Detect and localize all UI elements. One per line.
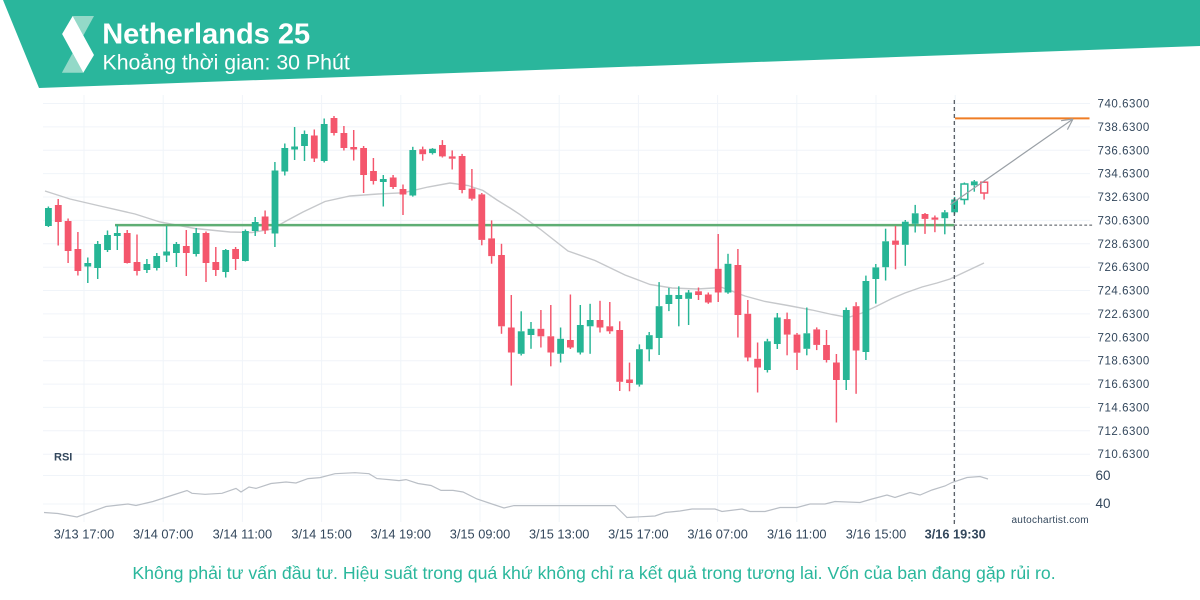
svg-text:3/15 17:00: 3/15 17:00 bbox=[608, 527, 669, 542]
svg-text:Netherlands 25: Netherlands 25 bbox=[102, 19, 310, 51]
svg-text:60: 60 bbox=[1096, 468, 1111, 483]
svg-text:738.6300: 738.6300 bbox=[1098, 122, 1150, 134]
svg-text:728.6300: 728.6300 bbox=[1098, 239, 1150, 251]
svg-text:710.6300: 710.6300 bbox=[1098, 449, 1150, 461]
svg-text:Khoảng thời gian: 30 Phút: Khoảng thời gian: 30 Phút bbox=[103, 51, 350, 75]
svg-text:3/14 19:00: 3/14 19:00 bbox=[371, 527, 432, 542]
svg-text:3/16 15:00: 3/16 15:00 bbox=[846, 527, 907, 542]
svg-text:3/15 13:00: 3/15 13:00 bbox=[529, 527, 590, 542]
svg-text:3/16 11:00: 3/16 11:00 bbox=[767, 527, 827, 542]
svg-text:740.6300: 740.6300 bbox=[1098, 99, 1150, 111]
svg-text:40: 40 bbox=[1096, 496, 1111, 511]
svg-text:autochartist.com: autochartist.com bbox=[1012, 515, 1089, 526]
svg-text:3/16 07:00: 3/16 07:00 bbox=[687, 527, 748, 542]
svg-text:3/14 07:00: 3/14 07:00 bbox=[133, 527, 194, 542]
svg-text:720.6300: 720.6300 bbox=[1098, 332, 1150, 344]
svg-text:726.6300: 726.6300 bbox=[1098, 262, 1150, 274]
svg-text:3/15 09:00: 3/15 09:00 bbox=[450, 527, 511, 542]
svg-text:722.6300: 722.6300 bbox=[1098, 309, 1150, 321]
svg-text:736.6300: 736.6300 bbox=[1098, 145, 1150, 157]
svg-text:734.6300: 734.6300 bbox=[1098, 169, 1150, 181]
svg-text:RSI: RSI bbox=[54, 452, 72, 464]
svg-text:3/14 11:00: 3/14 11:00 bbox=[213, 527, 273, 542]
svg-text:3/13 17:00: 3/13 17:00 bbox=[54, 527, 115, 542]
svg-text:716.6300: 716.6300 bbox=[1098, 379, 1150, 391]
svg-text:712.6300: 712.6300 bbox=[1098, 426, 1150, 438]
svg-text:3/14 15:00: 3/14 15:00 bbox=[291, 527, 352, 542]
svg-text:714.6300: 714.6300 bbox=[1098, 402, 1150, 414]
svg-text:730.6300: 730.6300 bbox=[1098, 215, 1150, 227]
svg-text:3/16 19:30: 3/16 19:30 bbox=[925, 527, 986, 542]
svg-text:724.6300: 724.6300 bbox=[1098, 286, 1150, 298]
svg-text:732.6300: 732.6300 bbox=[1098, 192, 1150, 204]
svg-text:718.6300: 718.6300 bbox=[1098, 356, 1150, 368]
svg-text:Không phải tư vấn đầu tư. Hiệu: Không phải tư vấn đầu tư. Hiệu suất tron… bbox=[132, 563, 1055, 583]
